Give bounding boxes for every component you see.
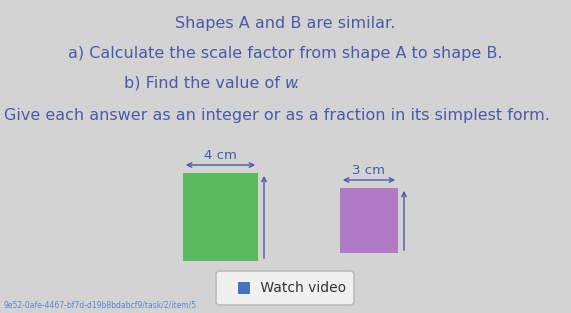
Text: Shapes A and B are similar.: Shapes A and B are similar. (175, 16, 395, 31)
Bar (340, 188, 398, 253)
Text: Give each answer as an integer or as a fraction in its simplest form.: Give each answer as an integer or as a f… (4, 108, 550, 123)
FancyBboxPatch shape (216, 271, 354, 305)
Bar (238, 282, 250, 294)
Text: b) Find the value of: b) Find the value of (124, 76, 285, 91)
Bar (183, 173, 258, 261)
Text: 9e52-0afe-4467-bf7d-d19b8bdabcf9/task/2/item/5: 9e52-0afe-4467-bf7d-d19b8bdabcf9/task/2/… (3, 301, 196, 310)
Text: w: w (285, 76, 298, 91)
Text: 3 cm: 3 cm (352, 164, 385, 177)
Text: Watch video: Watch video (256, 281, 346, 295)
Text: .: . (293, 76, 298, 91)
Text: a) Calculate the scale factor from shape A to shape B.: a) Calculate the scale factor from shape… (68, 46, 502, 61)
Text: 4 cm: 4 cm (204, 149, 237, 162)
